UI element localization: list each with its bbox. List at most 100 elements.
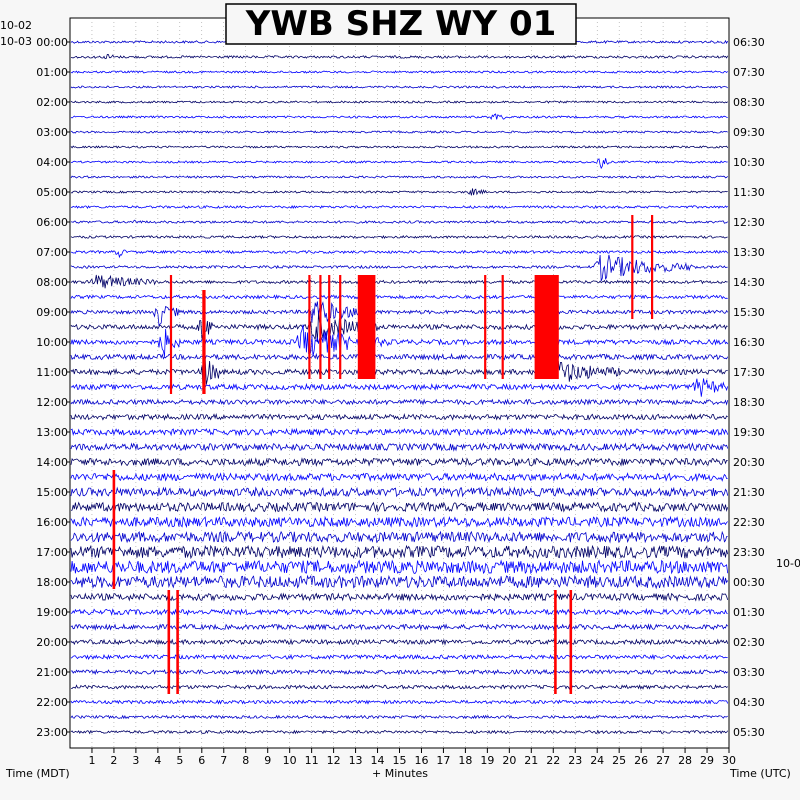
right-hour-label-0: 06:30: [733, 36, 765, 49]
clip-bar-16: [569, 590, 573, 694]
trace-row-30: [70, 486, 729, 498]
left-hour-label-19: 19:00: [36, 606, 68, 619]
title-box: [225, 3, 577, 45]
right-hour-label-18: 00:30: [733, 576, 765, 589]
trace-row-45: [70, 714, 728, 720]
x-tick-label-29: 29: [700, 754, 714, 767]
x-tick-label-4: 4: [154, 754, 161, 767]
right-axis-label: Time (UTC): [729, 767, 791, 780]
clip-bar-13: [167, 590, 171, 694]
right-date-after-midnight: 10-0: [776, 557, 800, 570]
trace-row-37: [70, 592, 729, 602]
right-hour-label-8: 14:30: [733, 276, 765, 289]
trace-row-42: [70, 668, 728, 676]
left-hour-label-18: 18:00: [36, 576, 68, 589]
left-hour-label-21: 21:00: [36, 666, 68, 679]
x-tick-label-30: 30: [722, 754, 736, 767]
trace-row-28: [70, 457, 728, 467]
left-hour-label-12: 12:00: [36, 396, 68, 409]
left-hour-label-7: 07:00: [36, 246, 68, 259]
left-hour-label-20: 20:00: [36, 636, 68, 649]
right-hour-label-14: 20:30: [733, 456, 765, 469]
x-tick-label-18: 18: [458, 754, 472, 767]
left-hour-label-1: 01:00: [36, 66, 68, 79]
left-hour-label-14: 14:00: [36, 456, 68, 469]
x-tick-label-26: 26: [634, 754, 648, 767]
left-hour-label-6: 06:00: [36, 216, 68, 229]
clip-bar-2: [308, 275, 311, 379]
x-tick-label-2: 2: [110, 754, 117, 767]
x-tick-label-14: 14: [371, 754, 385, 767]
x-tick-label-12: 12: [327, 754, 341, 767]
x-tick-label-28: 28: [678, 754, 692, 767]
x-tick-label-25: 25: [612, 754, 626, 767]
x-tick-label-3: 3: [132, 754, 139, 767]
right-hour-label-5: 11:30: [733, 186, 765, 199]
trace-row-13: [70, 234, 728, 240]
right-hour-label-23: 05:30: [733, 726, 765, 739]
x-tick-label-13: 13: [349, 754, 363, 767]
x-tick-label-11: 11: [305, 754, 319, 767]
trace-row-36: [70, 574, 729, 590]
right-hour-label-7: 13:30: [733, 246, 765, 259]
left-hour-label-17: 17:00: [36, 546, 68, 559]
trace-row-32: [70, 515, 728, 529]
clip-bar-8: [501, 275, 504, 379]
x-tick-label-8: 8: [242, 754, 249, 767]
trace-row-1: [70, 53, 729, 60]
right-hour-label-1: 07:30: [733, 66, 765, 79]
x-tick-label-22: 22: [546, 754, 560, 767]
left-hour-label-3: 03:00: [36, 126, 68, 139]
right-hour-label-13: 19:30: [733, 426, 765, 439]
left-hour-labels: 00:00 01:00 02:00 03:00 04:00 05:00 06:00 07:00…: [36, 36, 70, 739]
trace-row-4: [70, 100, 728, 104]
x-tick-label-19: 19: [480, 754, 494, 767]
trace-row-15: [70, 254, 728, 281]
x-tick-label-10: 10: [283, 754, 297, 767]
right-hour-label-15: 21:30: [733, 486, 765, 499]
trace-row-24: [70, 398, 729, 406]
left-hour-label-0: 00:00: [36, 36, 68, 49]
x-tick-label-27: 27: [656, 754, 670, 767]
left-axis-label: Time (MDT): [5, 767, 70, 780]
trace-row-46: [70, 729, 729, 735]
right-hour-label-3: 09:30: [733, 126, 765, 139]
right-hour-label-4: 10:30: [733, 156, 765, 169]
x-tick-label-6: 6: [198, 754, 205, 767]
x-tick-label-5: 5: [176, 754, 183, 767]
trace-row-23: [70, 378, 729, 397]
x-axis-label: + Minutes: [372, 767, 428, 780]
left-hour-label-8: 08:00: [36, 276, 68, 289]
clip-bar-1: [202, 290, 206, 394]
right-hour-label-12: 18:30: [733, 396, 765, 409]
trace-row-22: [70, 357, 728, 389]
right-hour-label-11: 17:30: [733, 366, 765, 379]
clip-bar-11: [651, 215, 654, 319]
left-hour-label-13: 13:00: [36, 426, 68, 439]
right-hour-label-21: 03:30: [733, 666, 765, 679]
trace-row-40: [70, 638, 729, 646]
right-hour-label-16: 22:30: [733, 516, 765, 529]
left-hour-label-22: 22:00: [36, 696, 68, 709]
clip-bar-14: [176, 590, 179, 694]
right-hour-label-10: 16:30: [733, 336, 765, 349]
right-hour-label-19: 01:30: [733, 606, 765, 619]
right-hour-label-17: 23:30: [733, 546, 765, 559]
left-hour-label-23: 23:00: [36, 726, 68, 739]
x-tick-label-15: 15: [393, 754, 407, 767]
trace-row-39: [70, 623, 729, 631]
clip-bar-7: [484, 275, 487, 379]
right-hour-label-20: 02:30: [733, 636, 765, 649]
x-tick-label-16: 16: [414, 754, 428, 767]
left-date-top: 10-02: [0, 19, 32, 32]
trace-row-38: [70, 607, 728, 617]
right-hour-label-22: 04:30: [733, 696, 765, 709]
trace-row-14: [70, 249, 729, 259]
left-hour-label-11: 11:00: [36, 366, 68, 379]
trace-row-21: [70, 352, 729, 362]
trace-row-2: [70, 70, 728, 74]
right-hour-label-2: 08:30: [733, 96, 765, 109]
clip-bar-15: [554, 590, 557, 694]
x-tick-label-7: 7: [220, 754, 227, 767]
